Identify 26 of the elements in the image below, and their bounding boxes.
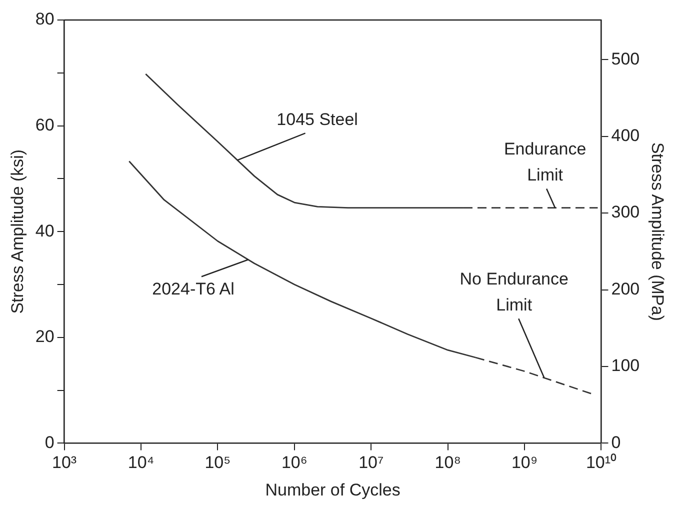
y2-tick-label: 400: [611, 126, 640, 145]
annotation: Endurance Limit: [504, 139, 586, 184]
y2-tick-label: 0: [611, 432, 621, 452]
x-tick-label: 10⁵: [204, 453, 231, 472]
y2-tick-label: 300: [611, 202, 640, 222]
y-tick-label: 0: [44, 432, 54, 452]
annotation: 1045 Steel: [276, 110, 358, 129]
x-tick-label: 10⁸: [434, 453, 461, 472]
y-axis-title: Stress Amplitude (ksi): [8, 149, 27, 314]
y-tick-label: 60: [35, 115, 54, 134]
x-tick-label: 10⁶: [281, 453, 308, 472]
y2-axis-title: Stress Amplitude (MPa): [648, 142, 668, 321]
x-tick-label: 10⁴: [128, 453, 154, 472]
y-tick-label: 80: [35, 10, 54, 29]
y2-tick-label: 100: [611, 356, 640, 376]
annotation: No Endurance Limit: [460, 269, 568, 314]
x-tick-label: 10³: [52, 453, 77, 472]
x-axis-title: Number of Cycles: [265, 480, 400, 500]
y2-tick-label: 200: [611, 279, 640, 298]
y-tick-label: 20: [35, 327, 54, 346]
y-tick-label: 40: [35, 221, 54, 240]
x-tick-label: 10¹⁰: [586, 453, 617, 472]
x-tick-label: 10⁷: [358, 453, 384, 472]
annotation: 2024-T6 Al: [152, 279, 234, 298]
x-tick-label: 10⁹: [511, 453, 538, 472]
y2-tick-label: 500: [611, 49, 640, 68]
